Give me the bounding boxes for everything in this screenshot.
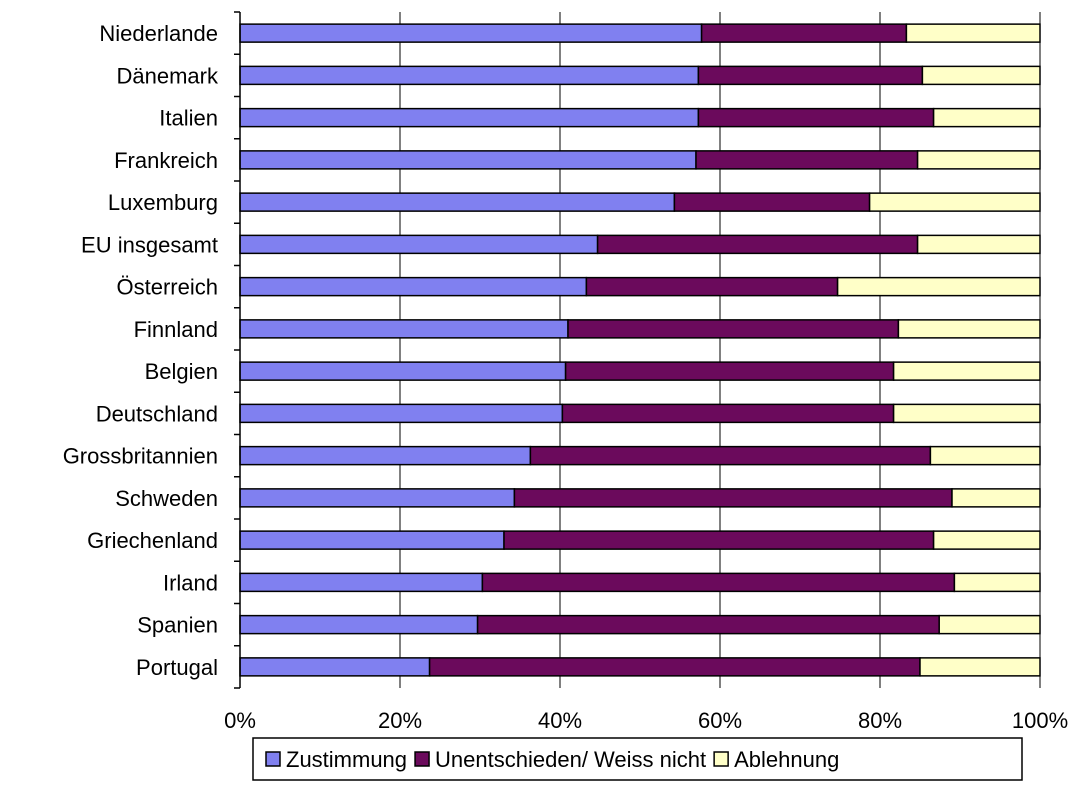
- category-label: Niederlande: [99, 21, 218, 46]
- bar-segment: [428, 657, 921, 677]
- bars: [239, 23, 1041, 677]
- bar-segment: [239, 192, 676, 212]
- category-labels: Niederlande Dänemark Italien Frankreich Luxe…: [63, 21, 219, 680]
- bar-segment: [897, 319, 1041, 339]
- bar-segment: [596, 234, 919, 255]
- category-label: Italien: [159, 106, 218, 131]
- bar-segment: [239, 614, 479, 635]
- x-tick-label: 100%: [1012, 708, 1068, 733]
- legend-label: Zustimmung: [286, 747, 407, 772]
- category-label: Österreich: [117, 275, 218, 300]
- bar-segment: [916, 234, 1041, 255]
- bar-segment: [476, 614, 940, 635]
- bar-segment: [700, 23, 908, 43]
- bar-segment: [239, 530, 505, 550]
- category-label: Spanien: [137, 613, 218, 638]
- bar-segment: [239, 23, 703, 43]
- category-label: Portugal: [136, 655, 218, 680]
- category-label: Belgien: [145, 359, 218, 384]
- legend-box: [252, 737, 1023, 781]
- bar-segment: [239, 150, 697, 170]
- bar-segment: [916, 150, 1041, 170]
- bar-segment: [239, 572, 484, 593]
- bar-segment: [239, 234, 599, 255]
- bar-segment: [929, 445, 1041, 466]
- category-label: Schweden: [115, 486, 218, 511]
- category-label: Deutschland: [96, 401, 218, 426]
- bar-segment: [953, 572, 1041, 593]
- bar-segment: [239, 488, 516, 508]
- bar-segment: [673, 192, 871, 212]
- x-tick-label: 20%: [378, 708, 422, 733]
- bar-segment: [868, 192, 1041, 212]
- bar-segment: [239, 657, 431, 677]
- bar-segment: [919, 657, 1041, 677]
- bar-segment: [938, 614, 1041, 635]
- bar-segment: [239, 319, 569, 339]
- legend: Zustimmung Unentschieden/ Weiss nicht Able…: [252, 737, 1023, 781]
- legend-swatch: [265, 751, 281, 767]
- legend-label: Ablehnung: [734, 747, 839, 772]
- x-tick-label: 80%: [858, 708, 902, 733]
- category-label: Grossbritannien: [63, 444, 218, 469]
- bar-segment: [239, 276, 588, 297]
- legend-swatch: [713, 751, 729, 767]
- bar-segment: [905, 23, 1041, 43]
- bar-segment: [892, 403, 1041, 424]
- bar-segment: [951, 488, 1041, 508]
- category-label: Luxemburg: [108, 190, 218, 215]
- bar-segment: [697, 65, 924, 86]
- bar-segment: [239, 445, 532, 466]
- bar-segment: [921, 65, 1041, 86]
- bar-segment: [503, 530, 935, 550]
- bar-segment: [481, 572, 956, 593]
- category-label: Griechenland: [87, 528, 218, 553]
- x-tick-label: 0%: [224, 708, 256, 733]
- category-label: EU insgesamt: [81, 232, 218, 257]
- category-label: Irland: [163, 570, 218, 595]
- bar-segment: [561, 403, 895, 424]
- bar-segment: [239, 403, 564, 424]
- bar-segment: [513, 488, 953, 508]
- bar-segment: [892, 361, 1041, 381]
- bar-segment: [529, 445, 932, 466]
- category-label: Dänemark: [117, 63, 219, 88]
- legend-swatch: [414, 751, 430, 767]
- bar-segment: [836, 276, 1041, 297]
- axes: [234, 11, 241, 689]
- legend-label: Unentschieden/ Weiss nicht: [435, 747, 706, 772]
- bar-segment: [564, 361, 895, 381]
- bar-segment: [697, 107, 935, 128]
- bar-segment: [239, 107, 700, 128]
- bar-segment: [567, 319, 900, 339]
- bar-segment: [932, 530, 1041, 550]
- bar-segment: [239, 361, 567, 381]
- x-tick-label: 40%: [538, 708, 582, 733]
- category-label: Finnland: [134, 317, 218, 342]
- x-tick-labels: 0% 20% 40% 60% 80% 100%: [224, 708, 1068, 733]
- x-tick-label: 60%: [698, 708, 742, 733]
- bar-segment: [932, 107, 1041, 128]
- category-label: Frankreich: [114, 148, 218, 173]
- bar-segment: [239, 65, 700, 86]
- bar-segment: [695, 150, 919, 170]
- bar-segment: [585, 276, 839, 297]
